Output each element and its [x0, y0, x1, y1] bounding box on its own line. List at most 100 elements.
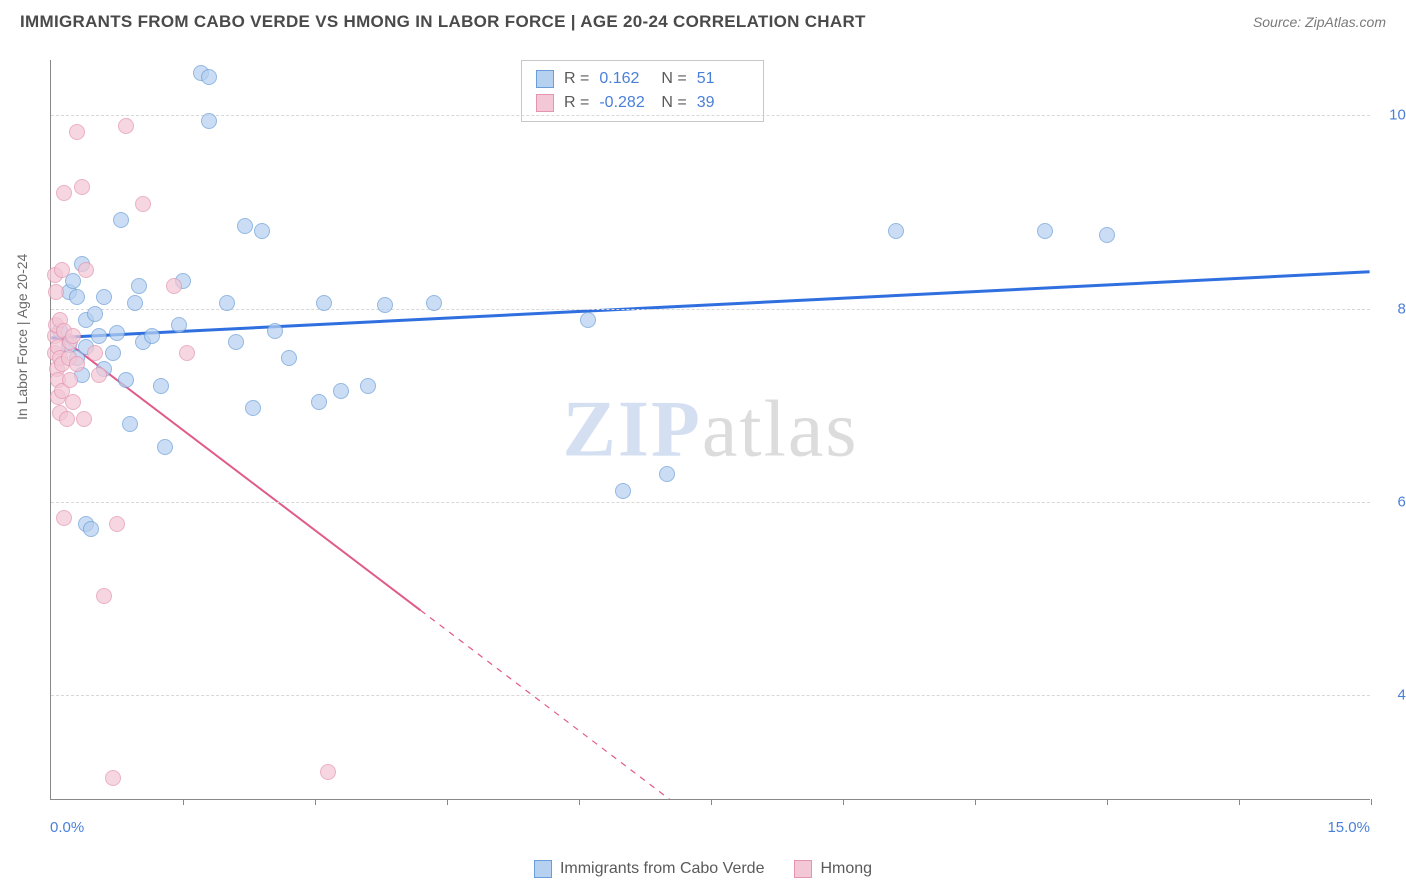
- data-point: [219, 295, 235, 311]
- data-point: [228, 334, 244, 350]
- data-point: [118, 372, 134, 388]
- n-label: N =: [661, 91, 686, 115]
- watermark-atlas: atlas: [702, 385, 859, 473]
- x-axis-min-label: 0.0%: [50, 819, 84, 836]
- gridline: [51, 502, 1370, 503]
- data-point: [76, 411, 92, 427]
- gridline: [51, 695, 1370, 696]
- data-point: [69, 356, 85, 372]
- data-point: [267, 323, 283, 339]
- x-tick: [183, 799, 184, 805]
- data-point: [1099, 227, 1115, 243]
- r-label: R =: [564, 91, 589, 115]
- data-point: [69, 124, 85, 140]
- data-point: [105, 345, 121, 361]
- data-point: [171, 317, 187, 333]
- data-point: [179, 345, 195, 361]
- data-point: [83, 521, 99, 537]
- data-point: [377, 297, 393, 313]
- n-label: N =: [661, 67, 686, 91]
- data-point: [1037, 223, 1053, 239]
- x-tick: [1107, 799, 1108, 805]
- data-point: [888, 223, 904, 239]
- data-point: [316, 295, 332, 311]
- x-tick: [447, 799, 448, 805]
- x-tick: [579, 799, 580, 805]
- swatch-icon: [794, 860, 812, 878]
- data-point: [113, 212, 129, 228]
- correlation-legend: R = 0.162 N = 51 R = -0.282 N = 39: [521, 60, 764, 122]
- gridline: [51, 309, 1370, 310]
- gridline: [51, 115, 1370, 116]
- data-point: [69, 289, 85, 305]
- data-point: [105, 770, 121, 786]
- r-value: 0.162: [599, 67, 651, 91]
- data-point: [254, 223, 270, 239]
- data-point: [135, 196, 151, 212]
- data-point: [74, 179, 90, 195]
- data-point: [96, 588, 112, 604]
- data-point: [615, 483, 631, 499]
- y-tick-label: 65.0%: [1380, 493, 1406, 510]
- data-point: [166, 278, 182, 294]
- legend-item-hmong: Hmong: [794, 860, 872, 878]
- data-point: [320, 764, 336, 780]
- y-tick-label: 47.5%: [1380, 687, 1406, 704]
- legend-item-cabo-verde: Immigrants from Cabo Verde: [534, 860, 765, 878]
- x-tick: [711, 799, 712, 805]
- data-point: [56, 510, 72, 526]
- data-point: [201, 113, 217, 129]
- data-point: [360, 378, 376, 394]
- legend-stats-row: R = 0.162 N = 51: [536, 67, 749, 91]
- n-value: 51: [697, 67, 749, 91]
- watermark: ZIPatlas: [563, 384, 859, 475]
- data-point: [237, 218, 253, 234]
- data-point: [109, 516, 125, 532]
- data-point: [78, 262, 94, 278]
- data-point: [48, 284, 64, 300]
- data-point: [87, 345, 103, 361]
- y-tick-label: 100.0%: [1380, 107, 1406, 124]
- data-point: [281, 350, 297, 366]
- data-point: [62, 372, 78, 388]
- chart-title: IMMIGRANTS FROM CABO VERDE VS HMONG IN L…: [20, 12, 866, 32]
- scatter-plot: ZIPatlas R =0.162N =51R =-0.282N =39 47.…: [50, 60, 1370, 800]
- data-point: [144, 328, 160, 344]
- data-point: [127, 295, 143, 311]
- data-point: [109, 325, 125, 341]
- swatch-icon: [536, 94, 554, 112]
- data-point: [580, 312, 596, 328]
- data-point: [96, 289, 112, 305]
- x-tick: [975, 799, 976, 805]
- y-tick-label: 82.5%: [1380, 300, 1406, 317]
- data-point: [245, 400, 261, 416]
- x-tick: [843, 799, 844, 805]
- data-point: [91, 328, 107, 344]
- data-point: [153, 378, 169, 394]
- data-point: [131, 278, 147, 294]
- series-legend: Immigrants from Cabo Verde Hmong: [0, 860, 1406, 878]
- y-axis-label: In Labor Force | Age 20-24: [14, 254, 30, 420]
- x-axis-max-label: 15.0%: [1327, 819, 1370, 836]
- legend-stats-row: R = -0.282 N = 39: [536, 91, 749, 115]
- legend-label: Immigrants from Cabo Verde: [560, 860, 765, 878]
- data-point: [201, 69, 217, 85]
- swatch-icon: [536, 70, 554, 88]
- data-point: [87, 306, 103, 322]
- source-label: Source: ZipAtlas.com: [1253, 14, 1386, 30]
- data-point: [659, 466, 675, 482]
- data-point: [122, 416, 138, 432]
- r-label: R =: [564, 67, 589, 91]
- x-tick: [1239, 799, 1240, 805]
- data-point: [54, 262, 70, 278]
- r-value: -0.282: [599, 91, 651, 115]
- data-point: [91, 367, 107, 383]
- data-point: [333, 383, 349, 399]
- n-value: 39: [697, 91, 749, 115]
- x-tick: [1371, 799, 1372, 805]
- swatch-icon: [534, 860, 552, 878]
- legend-label: Hmong: [820, 860, 872, 878]
- x-tick: [315, 799, 316, 805]
- data-point: [59, 411, 75, 427]
- data-point: [56, 185, 72, 201]
